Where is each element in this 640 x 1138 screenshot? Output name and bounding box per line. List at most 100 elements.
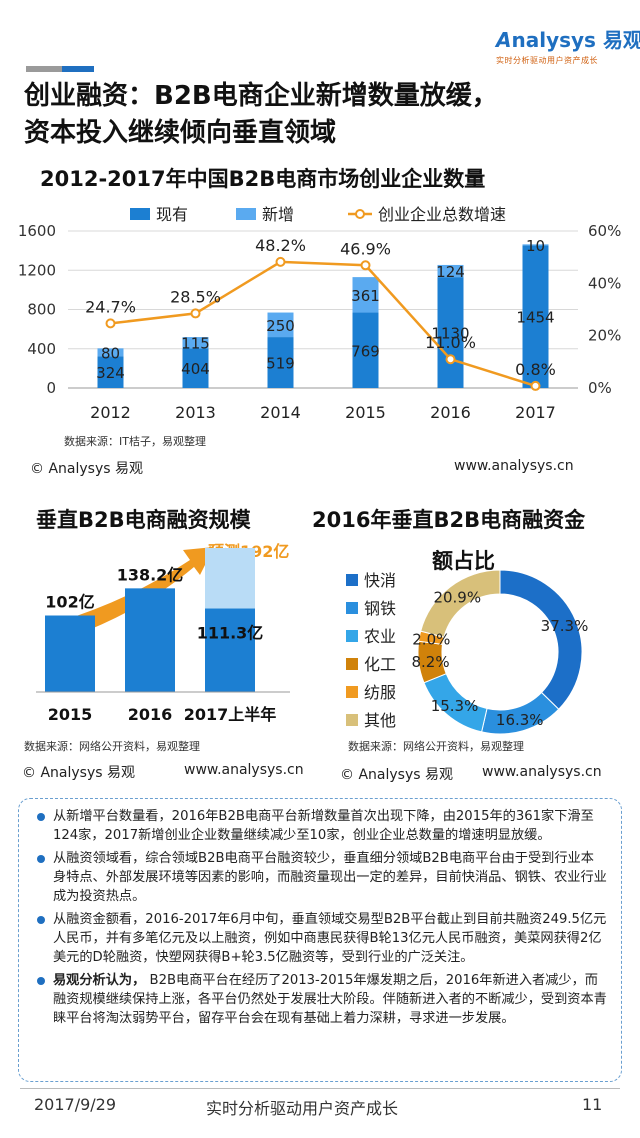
donut-slice: [499, 569, 583, 710]
slice-label: 20.9%: [433, 589, 481, 607]
title-accent-bar-gray: [26, 66, 62, 72]
analysis-point-1: 从新增平台数量看，2016年B2B电商平台新增数量首次出现下降，由2015年的3…: [35, 807, 607, 845]
legend-label: 钢铁: [364, 599, 396, 618]
legend-marker: [355, 209, 365, 219]
legend-swatch: [346, 658, 358, 670]
bar-new: [267, 312, 294, 338]
bar-financing: [125, 588, 175, 692]
donut-slice: [420, 569, 501, 638]
footer-divider: [20, 1088, 620, 1089]
analysis-point-2: 从融资领域看，综合领域B2B电商平台融资较少，垂直细分领域B2B电商平台由于受到…: [35, 849, 607, 906]
y-tick-label: 400: [27, 340, 56, 358]
bar-new-label: 80: [101, 344, 120, 362]
bullet-icon: [37, 855, 45, 863]
slice-label: 16.3%: [496, 711, 544, 729]
legend-swatch: [346, 630, 358, 642]
y2-tick-label: 0%: [588, 379, 612, 397]
bar-financing: [45, 615, 95, 692]
x-tick-label: 2016: [430, 403, 471, 422]
growth-rate-label: 0.8%: [515, 360, 556, 379]
bar-new: [182, 337, 209, 349]
x-tick-label: 2017上半年: [184, 705, 277, 724]
legend-label: 现有: [156, 205, 188, 224]
bar-new-label: 124: [436, 263, 465, 281]
footer-slogan: 实时分析驱动用户资产成长: [206, 1099, 399, 1118]
bullet-icon: [37, 977, 45, 985]
y2-tick-label: 60%: [588, 222, 621, 240]
slice-label: 8.2%: [411, 653, 449, 671]
bar-value-label: 102亿: [45, 593, 94, 612]
legend-label: 化工: [364, 655, 396, 674]
page-title: 创业融资：B2B电商企业新增数量放缓， 资本投入继续倾向垂直领域: [24, 78, 624, 152]
slice-label: 37.3%: [541, 617, 589, 635]
logo-wordmark: Analysys 易观: [496, 28, 640, 52]
y2-tick-label: 20%: [588, 327, 621, 345]
y-tick-label: 0: [46, 379, 56, 397]
url-link-2[interactable]: www.analysys.cn: [184, 762, 304, 778]
chart3-title-line2: 额占比: [432, 549, 495, 573]
bar-value-label: 111.3亿: [197, 624, 264, 643]
title-accent-bar-blue: [62, 66, 94, 72]
x-tick-label: 2017: [515, 403, 556, 422]
growth-rate-point: [105, 318, 116, 329]
x-tick-label: 2014: [260, 403, 301, 422]
growth-rate-label: 11.0%: [425, 333, 476, 352]
bar-existing-label: 1130: [431, 325, 469, 343]
bar-new-label: 250: [266, 317, 295, 335]
slice-label: 2.0%: [412, 630, 450, 648]
copyright-2: © Analysys 易观: [22, 765, 135, 781]
chart1-title: 2012-2017年中国B2B电商市场创业企业数量: [40, 167, 486, 191]
analysis-point-3: 从融资金额看，2016-2017年6月中旬，垂直领域交易型B2B平台截止到目前共…: [35, 910, 607, 967]
bullet-icon: [37, 813, 45, 821]
legend-swatch: [346, 686, 358, 698]
analysis-conclusion-label: 易观分析认为，: [53, 973, 146, 988]
growth-rate-point: [530, 380, 541, 391]
bar-new: [352, 277, 379, 313]
growth-rate-point: [445, 354, 456, 365]
footer-date: 2017/9/29: [34, 1095, 117, 1114]
analysys-logo: Analysys 易观 实时分析驱动用户资产成长: [496, 24, 640, 68]
legend-label: 快消: [364, 571, 396, 590]
bar-existing: [182, 348, 209, 388]
bar-existing: [352, 312, 379, 388]
logo-tagline: 实时分析驱动用户资产成长: [496, 56, 598, 65]
growth-rate-line: [110, 260, 536, 388]
bar-existing: [522, 245, 549, 388]
growth-rate-label: 24.7%: [85, 297, 136, 316]
legend-label: 农业: [364, 627, 396, 646]
bar-existing-label: 324: [96, 364, 125, 382]
bar-existing-label: 769: [351, 342, 380, 360]
copyright-3: © Analysys 易观: [340, 767, 453, 783]
legend-swatch: [346, 714, 358, 726]
growth-rate-point: [190, 308, 201, 319]
url-link-1[interactable]: www.analysys.cn: [454, 458, 574, 474]
analysis-box: 从新增平台数量看，2016年B2B电商平台新增数量首次出现下降，由2015年的3…: [18, 798, 622, 1082]
bar-existing: [437, 277, 464, 388]
legend-label: 创业企业总数增速: [378, 205, 506, 224]
legend-swatch: [236, 208, 256, 220]
bar-existing: [267, 337, 294, 388]
growth-rate-label: 46.9%: [340, 239, 391, 258]
bar-financing: [205, 608, 255, 692]
legend-swatch: [346, 574, 358, 586]
legend-label: 纺服: [364, 683, 396, 702]
bar-existing: [97, 356, 124, 388]
bar-new-label: 115: [181, 335, 210, 353]
chart2-title: 垂直B2B电商融资规模: [36, 508, 251, 532]
y-tick-label: 800: [27, 301, 56, 319]
chart1-source: 数据来源：IT桔子，易观整理: [64, 435, 206, 448]
y-tick-label: 1600: [18, 222, 56, 240]
bar-value-label: 138.2亿: [117, 565, 184, 584]
url-link-3[interactable]: www.analysys.cn: [482, 764, 602, 780]
growth-rate-label: 48.2%: [255, 236, 306, 255]
x-tick-label: 2012: [90, 403, 131, 422]
x-tick-label: 2016: [128, 705, 173, 724]
chart3-source: 数据来源：网络公开资料，易观整理: [348, 740, 524, 753]
bullet-icon: [37, 916, 45, 924]
title-line-2: 资本投入继续倾向垂直领域: [24, 118, 337, 148]
chart1-combo-chart: 0 400 800 1200 1600 0% 20% 40% 60% 现有 新增 创业企业总数增速 32…: [18, 205, 622, 422]
legend-label: 其他: [364, 711, 396, 730]
bar-new: [97, 348, 124, 357]
